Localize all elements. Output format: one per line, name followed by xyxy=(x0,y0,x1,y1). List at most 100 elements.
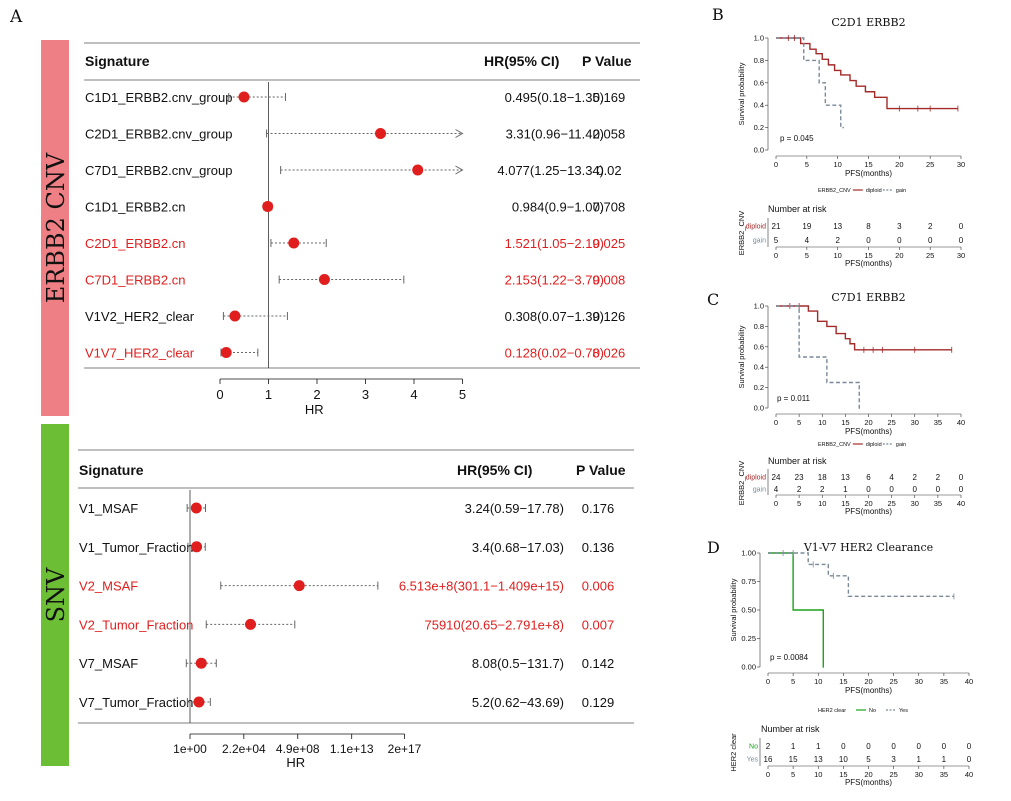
cnv-row-hr-text: 2.153(1.22−3.79) xyxy=(505,273,604,288)
km-c-x-tick-label: 0 xyxy=(774,418,778,427)
snv-row-label: V1_Tumor_Fraction xyxy=(79,540,193,555)
km-b-risk-title: Number at risk xyxy=(768,204,827,214)
km-d-risk-x-tick-label: 15 xyxy=(839,770,847,779)
km-c-risk-count: 4 xyxy=(774,485,779,494)
km-d-pvalue: p = 0.0084 xyxy=(770,653,809,662)
km-d-risk-count: 0 xyxy=(841,742,846,751)
km-c-risk-count: 23 xyxy=(795,473,804,482)
km-b-y-tick-label: 0.8 xyxy=(754,56,764,65)
km-d-x-tick-label: 40 xyxy=(965,677,973,686)
km-b-risk-count: 0 xyxy=(928,236,933,245)
km-b-risk-count: 0 xyxy=(866,236,871,245)
km-c-x-tick-label: 10 xyxy=(818,418,826,427)
snv-row-p: 0.129 xyxy=(582,695,615,710)
km-d-risk-count: 0 xyxy=(967,755,972,764)
snv-row-label: V7_MSAF xyxy=(79,656,138,671)
km-c-x-tick-label: 20 xyxy=(864,418,872,427)
cnv-header-hr: HR(95% CI) xyxy=(484,53,559,69)
snv-row-hr-text: 8.08(0.5−131.7) xyxy=(472,656,564,671)
km-b-x-tick-label: 20 xyxy=(895,160,903,169)
km-b-x-axis-label: PFS(months) xyxy=(845,169,892,178)
snv-hr-point xyxy=(245,618,257,630)
cnv-row-label: V1V7_HER2_clear xyxy=(85,346,195,361)
km-c-x-tick-label: 25 xyxy=(887,418,895,427)
cnv-row-p: 0.169 xyxy=(593,90,626,105)
cnv-hr-point xyxy=(229,310,241,322)
km-c-curve-diploid xyxy=(776,305,952,351)
snv-x-tick-label: 2e+17 xyxy=(388,742,422,756)
cnv-x-tick-label: 4 xyxy=(410,387,417,402)
km-d-risk-x-tick-label: 30 xyxy=(915,770,923,779)
km-b-y-tick-label: 0.0 xyxy=(754,146,764,155)
cnv-x-axis-label: HR xyxy=(305,402,324,417)
km-d-y-tick-label: 0.50 xyxy=(741,606,756,615)
km-d-risk-x-tick-label: 5 xyxy=(791,770,795,779)
km-d-risk-count: 0 xyxy=(866,742,871,751)
km-c-risk-x-tick-label: 10 xyxy=(818,499,826,508)
km-d-risk-count: 0 xyxy=(917,742,922,751)
km-c-risk-x-tick-label: 30 xyxy=(911,499,919,508)
km-c-risk-ylabel: ERBB2_CNV xyxy=(737,461,746,506)
km-c-risk-title: Number at risk xyxy=(768,456,827,466)
km-d-x-tick-label: 30 xyxy=(915,677,923,686)
km-b-x-tick-label: 0 xyxy=(774,160,778,169)
km-c-risk-x-tick-label: 20 xyxy=(864,499,872,508)
panel-letter-d: D xyxy=(707,538,720,557)
panel-letter-b: B xyxy=(712,5,724,24)
km-c-risk-count: 0 xyxy=(913,485,918,494)
km-d-risk-count: 1 xyxy=(917,755,922,764)
cnv-row-label: V1V2_HER2_clear xyxy=(85,309,195,324)
km-d-risk-x-tick-label: 25 xyxy=(889,770,897,779)
km-c-y-tick-label: 0.6 xyxy=(754,342,764,351)
cnv-x-tick-label: 1 xyxy=(265,387,272,402)
cnv-row-hr-text: 1.521(1.05−2.19) xyxy=(505,236,604,251)
km-c-risk-x-tick-label: 0 xyxy=(774,499,778,508)
cnv-ci-arrow xyxy=(455,129,464,138)
km-c-risk-count: 13 xyxy=(841,473,850,482)
km-c-risk-count: 24 xyxy=(772,473,781,482)
km-c-risk-x-axis-label: PFS(months) xyxy=(845,507,892,516)
km-b-x-tick-label: 30 xyxy=(957,160,965,169)
km-c-y-tick-label: 1.0 xyxy=(754,302,764,311)
cnv-hr-point xyxy=(288,237,300,249)
km-b-x-tick-label: 25 xyxy=(926,160,934,169)
km-d-y-tick-label: 1.00 xyxy=(741,549,756,558)
km-c-x-tick-label: 5 xyxy=(797,418,801,427)
km-b-risk-count: 2 xyxy=(928,222,933,231)
km-d-risk-count: 0 xyxy=(942,742,947,751)
km-d-y-tick-label: 0.75 xyxy=(741,577,756,586)
km-d-risk-count: 3 xyxy=(891,755,896,764)
km-b-legend-item: gain xyxy=(896,188,906,194)
km-c-legend-item: gain xyxy=(896,442,906,448)
km-c-legend-item: diploid xyxy=(866,442,882,448)
km-d-x-axis-label: PFS(months) xyxy=(845,686,892,695)
km-d-risk-group-label: Yes xyxy=(747,757,759,764)
km-d-x-tick-label: 10 xyxy=(814,677,822,686)
cnv-x-tick-label: 2 xyxy=(313,387,320,402)
km-b-title: C2D1 ERBB2 xyxy=(831,16,905,29)
km-b-risk-x-tick-label: 30 xyxy=(957,251,965,260)
snv-x-tick-label: 4.9e+08 xyxy=(276,742,320,756)
cnv-row-p: 0.02 xyxy=(596,163,621,178)
km-b-curve-gain xyxy=(776,37,844,129)
snv-header-hr: HR(95% CI) xyxy=(457,462,532,478)
km-b-risk-count: 4 xyxy=(805,236,810,245)
cnv-row-hr-text: 0.495(0.18−1.35) xyxy=(505,90,604,105)
km-c-x-axis-label: PFS(months) xyxy=(845,427,892,436)
km-b-y-tick-label: 0.6 xyxy=(754,78,764,87)
snv-row-hr-text: 6.513e+8(301.1−1.409e+15) xyxy=(399,579,564,594)
snv-row-p: 0.006 xyxy=(582,579,615,594)
km-d-legend-title: HER2 clear xyxy=(818,708,846,714)
km-b-x-tick-label: 5 xyxy=(805,160,809,169)
km-d-risk-x-tick-label: 10 xyxy=(814,770,822,779)
km-c-risk-count: 0 xyxy=(866,485,871,494)
cnv-header-signature: Signature xyxy=(85,53,150,69)
cnv-hr-point xyxy=(375,128,387,139)
km-c-x-tick-label: 35 xyxy=(934,418,942,427)
cnv-row-p: 0.008 xyxy=(593,273,626,288)
snv-row-label: V1_MSAF xyxy=(79,501,138,516)
km-d-risk-x-tick-label: 0 xyxy=(766,770,770,779)
snv-row-p: 0.142 xyxy=(582,656,615,671)
km-b-y-tick-label: 1.0 xyxy=(754,34,764,43)
km-b-risk-ylabel: ERBB2_CNV xyxy=(737,211,746,256)
